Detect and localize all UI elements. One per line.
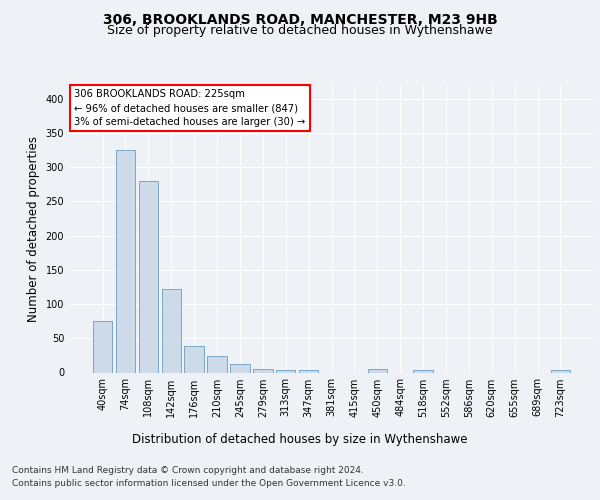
Bar xyxy=(208,356,227,372)
Bar xyxy=(161,289,181,372)
Bar xyxy=(184,346,204,372)
Bar xyxy=(368,369,387,372)
Y-axis label: Number of detached properties: Number of detached properties xyxy=(27,136,40,322)
Text: Contains HM Land Registry data © Crown copyright and database right 2024.: Contains HM Land Registry data © Crown c… xyxy=(12,466,364,475)
Text: 306, BROOKLANDS ROAD, MANCHESTER, M23 9HB: 306, BROOKLANDS ROAD, MANCHESTER, M23 9H… xyxy=(103,12,497,26)
Bar xyxy=(253,369,272,372)
Bar xyxy=(276,370,295,372)
Text: Distribution of detached houses by size in Wythenshawe: Distribution of detached houses by size … xyxy=(132,432,468,446)
Bar xyxy=(413,370,433,372)
Text: Size of property relative to detached houses in Wythenshawe: Size of property relative to detached ho… xyxy=(107,24,493,37)
Bar xyxy=(93,321,112,372)
Bar xyxy=(551,370,570,372)
Bar xyxy=(230,364,250,372)
Bar xyxy=(116,150,135,372)
Text: Contains public sector information licensed under the Open Government Licence v3: Contains public sector information licen… xyxy=(12,479,406,488)
Bar xyxy=(299,370,319,372)
Text: 306 BROOKLANDS ROAD: 225sqm
← 96% of detached houses are smaller (847)
3% of sem: 306 BROOKLANDS ROAD: 225sqm ← 96% of det… xyxy=(74,90,305,128)
Bar xyxy=(139,181,158,372)
